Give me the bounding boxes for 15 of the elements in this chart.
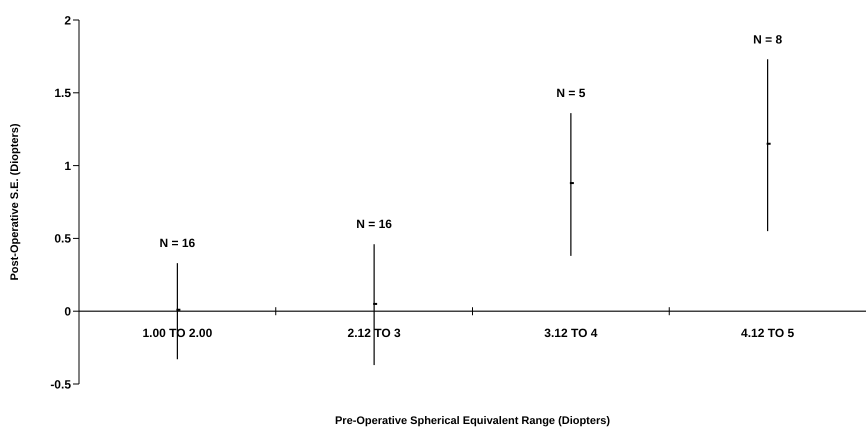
y-tick-label: 1.5 bbox=[54, 86, 72, 100]
y-tick-label: 0 bbox=[64, 304, 72, 318]
annotation: N = 8 bbox=[753, 32, 782, 46]
x-axis-title: Pre-Operative Spherical Equivalent Range (Diopters) bbox=[334, 415, 610, 427]
x-tick-label: 4.12 TO 5 bbox=[741, 326, 795, 340]
annotation: N = 16 bbox=[356, 217, 392, 232]
y-axis-title: Post-Operative S.E. (Diopters) bbox=[8, 123, 21, 281]
y-tick-label: 1 bbox=[64, 158, 72, 173]
annotation: N = 16 bbox=[160, 236, 196, 250]
x-tick-label: 2.12 TO 3 bbox=[348, 326, 402, 340]
y-tick-label: 0.5 bbox=[54, 232, 72, 246]
annotation: N = 5 bbox=[556, 86, 586, 100]
y-tick-label: 2 bbox=[64, 13, 72, 28]
y-tick-label: -0.5 bbox=[50, 377, 72, 392]
x-tick-label: 3.12 TO 4 bbox=[544, 326, 598, 340]
